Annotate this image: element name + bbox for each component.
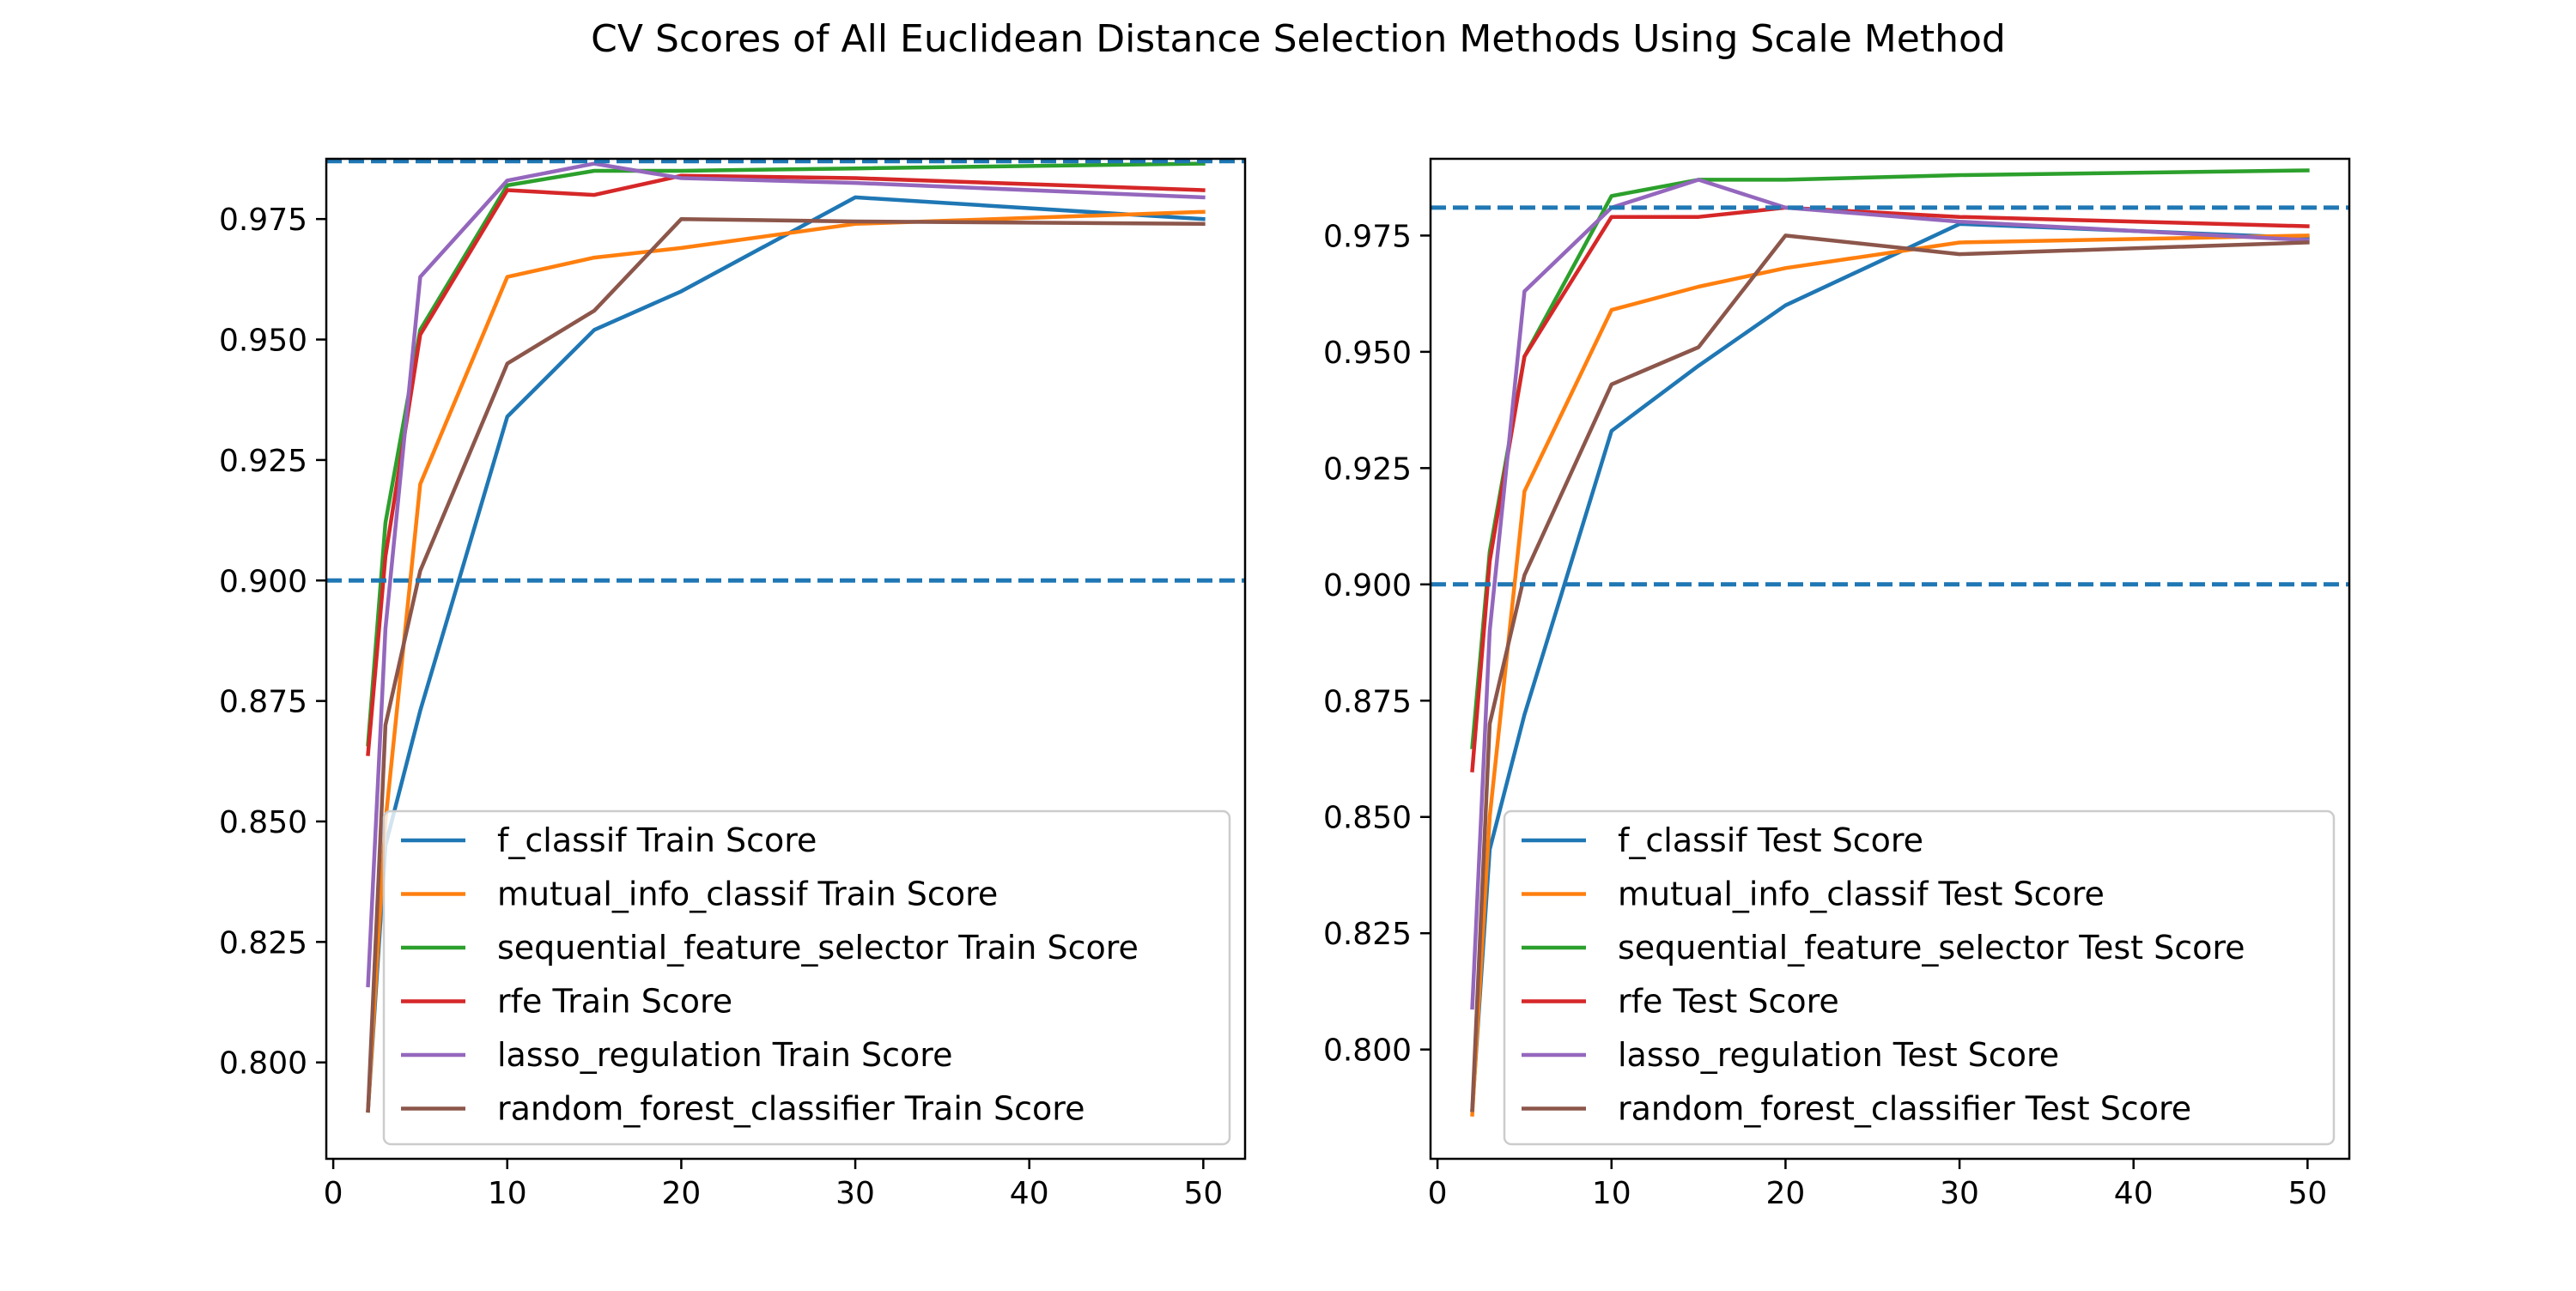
legend-label-6: random_forest_classifier Train Score [497, 1090, 1084, 1128]
x-tick-label: 50 [1183, 1176, 1223, 1211]
axes-frame [1429, 157, 2351, 1161]
axes-frame [325, 157, 1247, 1161]
x-tick-label: 30 [835, 1176, 875, 1211]
y-tick-label: 0.825 [1323, 917, 1412, 952]
y-tick-label: 0.800 [219, 1046, 307, 1082]
y-tick-label: 0.925 [1323, 452, 1412, 487]
x-tick-label: 10 [1592, 1176, 1631, 1211]
y-tick-label: 0.900 [1323, 568, 1412, 603]
plot-area [326, 159, 1245, 1113]
y-tick-label: 0.850 [219, 805, 307, 840]
series-line-2 [366, 209, 1206, 1113]
legend-label-4: rfe Train Score [497, 983, 732, 1021]
series-line-4 [366, 173, 1206, 756]
legend-box [1503, 809, 2336, 1146]
legend-label-5: lasso_regulation Test Score [1618, 1036, 2059, 1074]
legend: f_classif Test Score mutual_info_classif … [1503, 809, 2336, 1146]
y-tick-label: 0.900 [219, 564, 307, 599]
x-tick-label: 50 [2287, 1176, 2327, 1211]
legend-label-2: mutual_info_classif Test Score [1618, 876, 2105, 913]
y-tick-label: 0.925 [219, 444, 307, 479]
x-tick-label: 10 [488, 1176, 527, 1211]
chart-panel-2: 0 10 20 30 40 50 0.800 0.825 0.850 0.875 0.900 0.92… [1323, 157, 2351, 1211]
series-line-5 [1470, 178, 2310, 1010]
series-line-3 [366, 161, 1206, 747]
y-tick-label: 0.850 [1323, 801, 1412, 836]
legend-label-2: mutual_info_classif Train Score [497, 876, 998, 913]
y-tick-label: 0.800 [1323, 1033, 1412, 1069]
series-line-6 [366, 216, 1206, 1113]
x-tick-label: 20 [662, 1176, 702, 1211]
legend-box [382, 809, 1231, 1146]
figure-title: CV Scores of All Euclidean Distance Sele… [591, 17, 2006, 61]
legend-label-6: random_forest_classifier Test Score [1618, 1090, 2191, 1128]
y-tick-label: 0.950 [219, 324, 307, 359]
legend-label-3: sequential_feature_selector Train Score [497, 929, 1139, 967]
x-tick-label: 0 [1428, 1176, 1448, 1211]
legend-label-1: f_classif Test Score [1618, 821, 1923, 859]
y-tick-label: 0.975 [219, 203, 307, 238]
x-tick-label: 40 [2114, 1176, 2154, 1211]
legend-label-4: rfe Test Score [1618, 983, 1839, 1021]
x-tick-label: 20 [1766, 1176, 1806, 1211]
series-line-6 [1470, 233, 2310, 1112]
y-tick-label: 0.950 [1323, 336, 1412, 371]
y-tick-label: 0.875 [1323, 684, 1412, 719]
panels: 0 10 20 30 40 50 0.800 0.825 0.850 0.875 0.900 0.92… [219, 157, 2351, 1211]
y-tick-label: 0.975 [1323, 219, 1412, 254]
y-tick-label: 0.825 [219, 925, 307, 961]
plot-area [1431, 168, 2349, 1117]
series-line-1 [1470, 221, 2310, 1112]
x-tick-label: 30 [1940, 1176, 1979, 1211]
y-tick-label: 0.875 [219, 685, 307, 720]
legend-label-3: sequential_feature_selector Test Score [1618, 929, 2245, 967]
x-tick-label: 0 [324, 1176, 343, 1211]
legend-label-1: f_classif Train Score [497, 821, 817, 859]
x-tick-label: 40 [1010, 1176, 1049, 1211]
legend: f_classif Train Score mutual_info_classif… [382, 809, 1231, 1146]
series-line-2 [1470, 233, 2310, 1117]
series-line-4 [1470, 205, 2310, 773]
chart-panel-1: 0 10 20 30 40 50 0.800 0.825 0.850 0.875 0.900 0.92… [219, 157, 1247, 1211]
legend-label-5: lasso_regulation Train Score [497, 1036, 952, 1074]
series-line-5 [366, 161, 1206, 988]
